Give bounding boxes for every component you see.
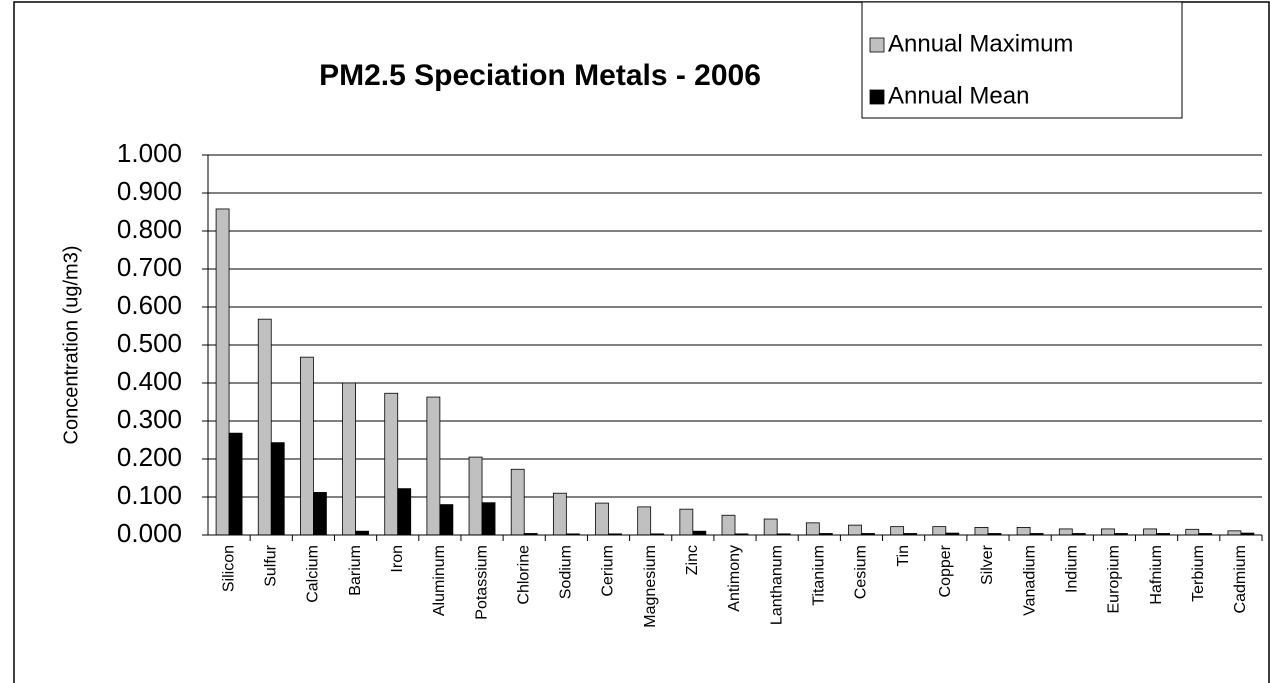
bar — [228, 432, 243, 536]
bar — [552, 492, 567, 536]
x-tick-label: Silicon — [220, 545, 237, 592]
x-tick-label: Vanadium — [1021, 545, 1038, 616]
x-tick-label: Potassium — [473, 545, 490, 620]
bar — [805, 522, 820, 536]
y-tick-label: 0.100 — [117, 480, 182, 510]
bar — [679, 508, 694, 536]
x-tick-label: Titanium — [811, 545, 828, 606]
x-tick-label: Cerium — [600, 545, 617, 597]
x-tick-label: Cadmium — [1232, 545, 1249, 613]
bar — [397, 488, 412, 536]
bar — [974, 527, 989, 536]
bar — [595, 502, 609, 536]
y-tick-label: 0.600 — [117, 290, 182, 320]
bar — [215, 208, 230, 536]
bar — [637, 506, 652, 536]
x-tick-label: Sodium — [558, 545, 575, 599]
bar — [299, 356, 314, 536]
chart-title: PM2.5 Speciation Metals - 2006 — [319, 59, 761, 92]
legend-label: Annual Mean — [888, 82, 1029, 109]
bar — [384, 392, 399, 536]
bar — [1185, 528, 1200, 536]
legend-swatch — [869, 37, 885, 53]
bar — [510, 468, 525, 536]
bar — [312, 492, 327, 536]
x-tick-label: Iron — [389, 545, 406, 573]
y-tick-label: 0.700 — [117, 252, 182, 282]
y-tick-label: 1.000 — [117, 138, 182, 168]
x-tick-label: Tin — [895, 545, 912, 567]
x-tick-label: Sulfur — [262, 544, 279, 586]
x-tick-label: Calcium — [305, 545, 322, 603]
bar — [1101, 528, 1115, 536]
x-tick-label: Magnesium — [642, 545, 659, 628]
bar — [932, 526, 947, 536]
x-tick-label: Copper — [937, 544, 954, 597]
x-tick-label: Indium — [1063, 545, 1080, 593]
y-tick-label: 0.400 — [117, 366, 182, 396]
bar — [848, 524, 862, 536]
bar — [692, 530, 707, 536]
x-tick-label: Barium — [347, 545, 364, 596]
legend-swatch — [869, 89, 885, 105]
x-tick-label: Zinc — [684, 545, 701, 575]
y-tick-label: 0.000 — [117, 518, 182, 548]
bar — [890, 526, 905, 536]
bar — [1016, 527, 1031, 536]
bar — [270, 442, 285, 536]
legend-label: Annual Maximum — [888, 30, 1073, 57]
y-tick-label: 0.900 — [117, 176, 182, 206]
x-tick-label: Antimony — [726, 545, 743, 612]
bar — [1058, 528, 1073, 536]
y-tick-label: 0.500 — [117, 328, 182, 358]
x-tick-label: Europium — [1106, 545, 1123, 613]
bar — [439, 504, 454, 536]
legend-box — [861, 1, 1183, 119]
x-tick-label: Hafnium — [1148, 545, 1165, 605]
bar — [342, 382, 356, 536]
y-tick-label: 0.300 — [117, 404, 182, 434]
bar — [721, 514, 736, 536]
y-tick-label: 0.800 — [117, 214, 182, 244]
bar — [1143, 528, 1157, 536]
bar — [355, 530, 369, 536]
bar — [1227, 530, 1242, 536]
bar — [426, 396, 441, 536]
y-tick-label: 0.200 — [117, 442, 182, 472]
x-tick-label: Silver — [979, 544, 996, 585]
bar — [257, 318, 272, 536]
x-tick-label: Aluminum — [431, 545, 448, 616]
x-tick-label: Chlorine — [515, 545, 532, 605]
x-tick-label: Lanthanum — [768, 545, 785, 625]
bar — [763, 518, 778, 536]
bar — [468, 456, 483, 536]
y-axis-title: Concentration (ug/m3) — [60, 246, 82, 445]
bar — [481, 502, 496, 536]
x-tick-label: Terbium — [1190, 545, 1207, 602]
x-tick-label: Cesium — [853, 545, 870, 599]
